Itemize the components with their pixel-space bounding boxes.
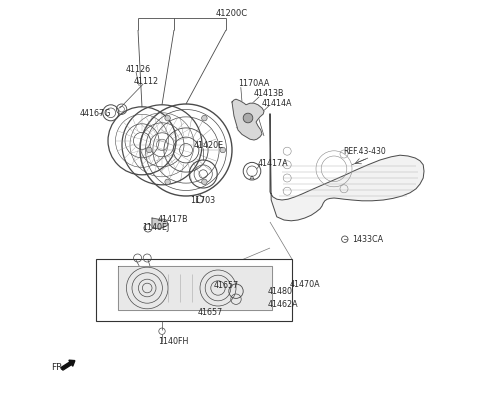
Circle shape: [165, 179, 170, 185]
Text: FR.: FR.: [51, 363, 65, 372]
Text: 41417A: 41417A: [258, 159, 288, 168]
Circle shape: [146, 147, 152, 153]
Text: 1433CA: 1433CA: [352, 235, 383, 244]
Circle shape: [202, 179, 207, 185]
Polygon shape: [152, 218, 168, 229]
Bar: [96, 259, 292, 321]
Circle shape: [220, 147, 226, 153]
Text: 41414A: 41414A: [262, 99, 292, 108]
Text: 11703: 11703: [190, 196, 215, 205]
Circle shape: [202, 115, 207, 121]
Text: 1140FH: 1140FH: [158, 338, 188, 346]
Text: 41200C: 41200C: [216, 10, 248, 18]
Polygon shape: [118, 266, 272, 310]
Circle shape: [243, 113, 253, 123]
Text: 1170AA: 1170AA: [238, 80, 269, 88]
Text: 44167G: 44167G: [80, 110, 111, 118]
Text: 41657: 41657: [198, 308, 223, 317]
Text: 41462A: 41462A: [267, 300, 298, 309]
Text: 41126: 41126: [126, 66, 151, 74]
Text: 1140EJ: 1140EJ: [142, 224, 169, 232]
Text: 41417B: 41417B: [158, 215, 189, 224]
Circle shape: [165, 115, 170, 121]
Text: 41480: 41480: [267, 287, 292, 296]
Text: 41112: 41112: [134, 78, 159, 86]
Polygon shape: [270, 114, 424, 221]
Polygon shape: [232, 99, 264, 140]
Text: REF.43-430: REF.43-430: [343, 147, 386, 156]
Text: 41413B: 41413B: [254, 90, 285, 98]
Text: 41657: 41657: [214, 282, 239, 290]
FancyArrow shape: [61, 360, 75, 370]
Text: 41420E: 41420E: [194, 142, 224, 150]
Text: 41470A: 41470A: [290, 280, 321, 289]
